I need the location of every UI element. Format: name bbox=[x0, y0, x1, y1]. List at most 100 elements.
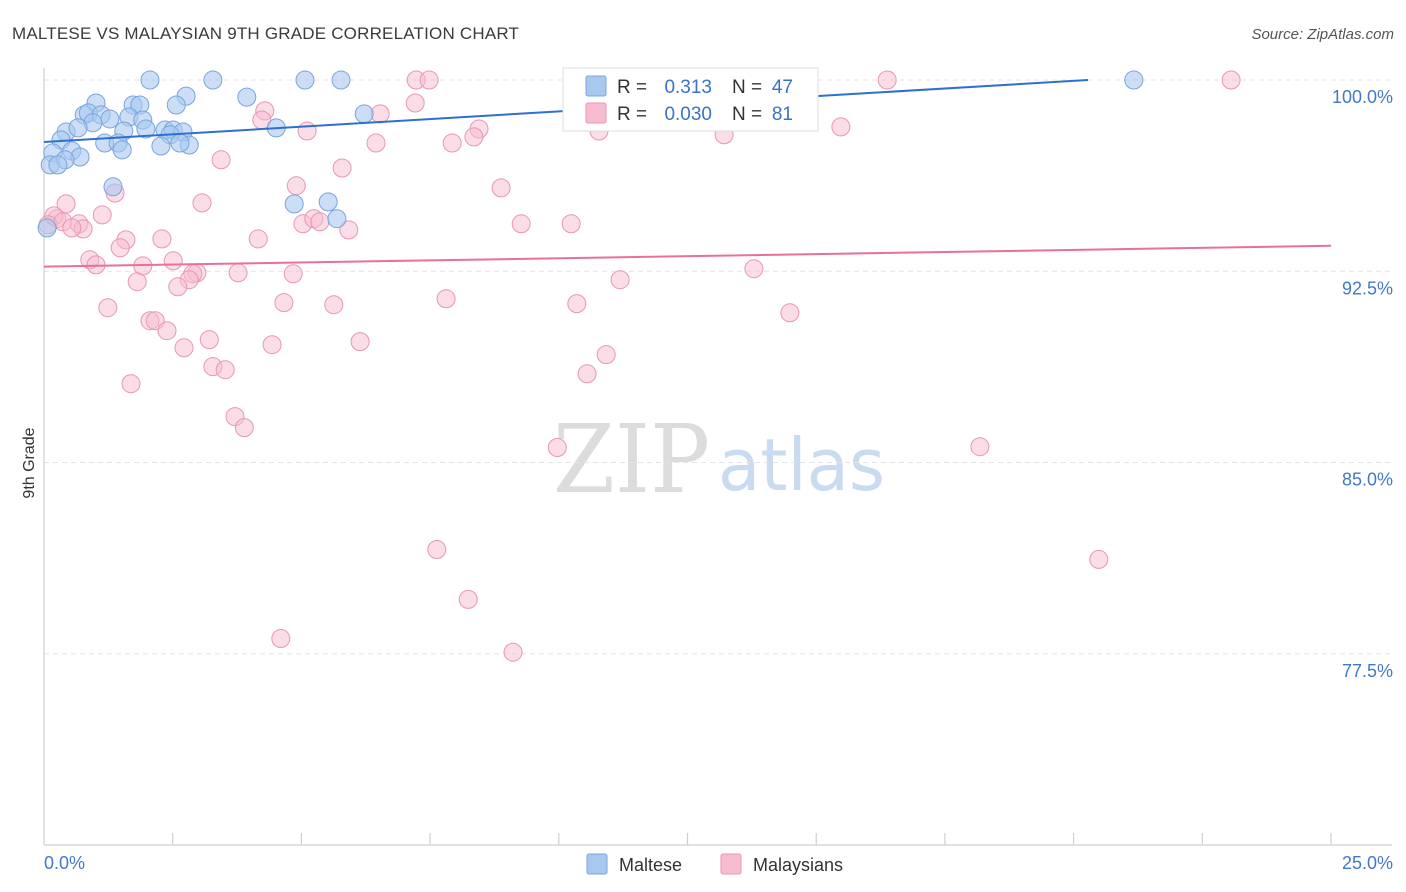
chart-source: Source: ZipAtlas.com bbox=[1251, 26, 1394, 43]
malaysians-point bbox=[283, 264, 303, 284]
maltese-point bbox=[354, 104, 374, 124]
maltese-n-label: N = bbox=[732, 77, 762, 98]
maltese-n-value: 47 bbox=[772, 77, 793, 98]
malaysians-point bbox=[464, 127, 484, 147]
chart-title: MALTESE VS MALAYSIAN 9TH GRADE CORRELATI… bbox=[12, 24, 519, 43]
malaysians-legend-label: Malaysians bbox=[753, 855, 843, 875]
malaysians-point bbox=[332, 158, 352, 178]
y-tick-labels: 100.0% 92.5% 85.0% 77.5% bbox=[1332, 87, 1393, 681]
malaysians-point bbox=[121, 374, 141, 394]
malaysians-point bbox=[970, 437, 990, 457]
maltese-point bbox=[318, 192, 338, 212]
malaysians-point bbox=[297, 121, 317, 141]
malaysians-point bbox=[234, 418, 254, 438]
malaysians-point bbox=[780, 303, 800, 323]
malaysians-point bbox=[405, 93, 425, 113]
maltese-point bbox=[48, 155, 68, 175]
maltese-point bbox=[327, 209, 347, 229]
malaysians-point bbox=[366, 133, 386, 153]
malaysians-point bbox=[110, 238, 130, 258]
maltese-point bbox=[1124, 70, 1144, 90]
malaysians-point bbox=[1221, 70, 1241, 90]
maltese-r-label: R = bbox=[617, 77, 647, 98]
malaysians-point bbox=[547, 438, 567, 457]
maltese-point bbox=[151, 136, 171, 156]
y-axis-label: 9th Grade bbox=[21, 427, 38, 498]
malaysians-point bbox=[577, 364, 597, 384]
maltese-legend-label: Maltese bbox=[619, 855, 682, 875]
malaysians-trend-line bbox=[43, 244, 1332, 268]
maltese-points bbox=[37, 70, 1144, 238]
malaysians-r-value: 0.030 bbox=[664, 104, 712, 125]
malaysians-point bbox=[491, 178, 511, 198]
malaysians-point bbox=[442, 133, 462, 153]
maltese-point bbox=[203, 70, 223, 90]
malaysians-point bbox=[310, 212, 330, 232]
malaysians-point bbox=[596, 345, 616, 365]
y-tick-label: 85.0% bbox=[1342, 470, 1393, 490]
stats-legend: R = 0.313 N = 47 R = 0.030 N = 81 bbox=[562, 67, 819, 132]
maltese-point bbox=[331, 70, 351, 90]
malaysians-r-label: R = bbox=[617, 104, 647, 125]
malaysians-point bbox=[92, 205, 112, 225]
malaysians-point bbox=[286, 176, 306, 196]
malaysians-point bbox=[271, 629, 291, 648]
malaysians-point bbox=[274, 293, 294, 313]
malaysians-point bbox=[324, 295, 344, 315]
maltese-point bbox=[237, 87, 257, 107]
maltese-point bbox=[284, 194, 304, 214]
maltese-point bbox=[103, 177, 123, 197]
malaysians-point bbox=[62, 218, 82, 238]
malaysians-point bbox=[199, 330, 219, 350]
malaysians-point bbox=[211, 150, 231, 170]
malaysians-points bbox=[38, 70, 1241, 662]
malaysians-point bbox=[458, 589, 478, 609]
malaysians-point bbox=[215, 360, 235, 380]
malaysians-point bbox=[427, 540, 447, 559]
malaysians-legend-swatch bbox=[585, 102, 607, 124]
x-tick-marks bbox=[172, 833, 1332, 845]
maltese-point bbox=[68, 118, 88, 138]
x-tick-label-min: 0.0% bbox=[44, 853, 85, 873]
malaysians-point bbox=[98, 298, 118, 318]
gridlines bbox=[44, 79, 1392, 655]
watermark-atlas: atlas bbox=[718, 423, 885, 507]
malaysians-bottom-swatch bbox=[720, 853, 742, 875]
malaysians-point bbox=[831, 117, 851, 137]
maltese-bottom-swatch bbox=[586, 853, 608, 875]
malaysians-point bbox=[511, 214, 531, 234]
maltese-point bbox=[112, 140, 132, 160]
malaysians-point bbox=[561, 214, 581, 234]
x-tick-label-max: 25.0% bbox=[1342, 853, 1393, 873]
malaysians-point bbox=[610, 270, 630, 290]
malaysians-point bbox=[339, 220, 359, 240]
maltese-point bbox=[295, 70, 315, 90]
malaysians-point bbox=[157, 321, 177, 341]
malaysians-point bbox=[127, 272, 147, 292]
y-tick-label: 100.0% bbox=[1332, 87, 1393, 107]
malaysians-point bbox=[744, 259, 764, 279]
malaysians-point bbox=[192, 193, 212, 213]
maltese-point bbox=[170, 133, 190, 153]
malaysians-point bbox=[152, 229, 172, 249]
malaysians-n-value: 81 bbox=[772, 104, 793, 125]
malaysians-point bbox=[1089, 549, 1109, 569]
malaysians-n-label: N = bbox=[732, 104, 762, 125]
malaysians-point bbox=[174, 338, 194, 358]
malaysians-point bbox=[163, 251, 183, 271]
malaysians-point bbox=[877, 70, 897, 90]
y-tick-label: 77.5% bbox=[1342, 661, 1393, 681]
maltese-point bbox=[136, 119, 156, 139]
malaysians-point bbox=[168, 277, 188, 297]
y-tick-label: 92.5% bbox=[1342, 278, 1393, 298]
malaysians-point bbox=[228, 263, 248, 283]
watermark-zip: ZIP bbox=[553, 405, 710, 515]
maltese-legend-swatch bbox=[585, 75, 607, 97]
series-legend: Maltese Malaysians bbox=[586, 853, 843, 875]
maltese-point bbox=[166, 95, 186, 115]
watermark: ZIP atlas bbox=[553, 405, 885, 515]
malaysians-point bbox=[419, 70, 439, 90]
maltese-point bbox=[140, 70, 160, 90]
malaysians-point bbox=[350, 332, 370, 352]
